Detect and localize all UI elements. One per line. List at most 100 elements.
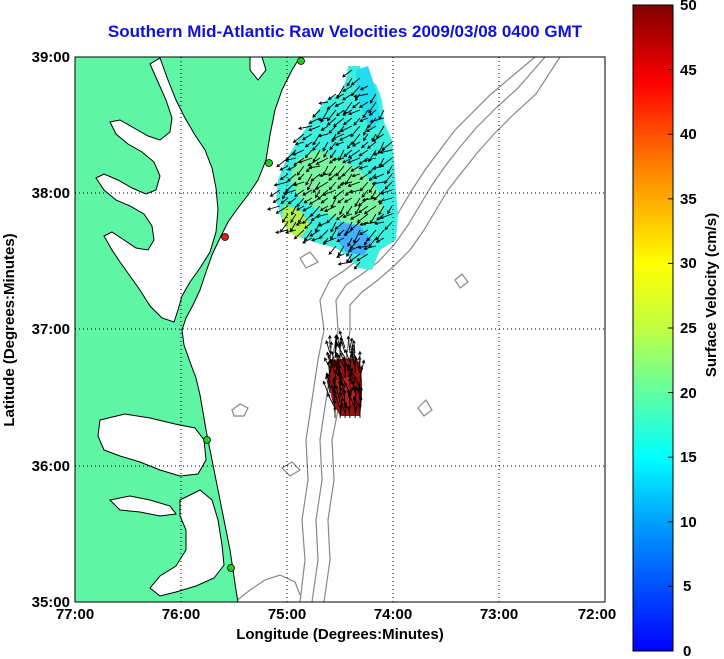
velocity-vector-arrow [327,93,337,100]
velocity-vector-arrow [329,149,337,159]
velocity-vector-arrow [349,213,361,220]
x-tick-label: 75:00 [268,606,306,623]
velocity-vector-arrow [327,392,336,409]
velocity-vector-arrow [346,77,353,87]
velocity-vector-arrow [342,85,353,92]
velocity-vector-arrow [273,181,289,187]
velocity-vector-arrow [328,157,337,164]
velocity-vector-arrow [363,205,377,215]
velocity-vector-arrow [314,221,321,233]
velocity-vector-arrow [351,173,361,178]
velocity-vector-arrow [310,173,321,182]
colorbar-tick-label: 25 [680,320,697,337]
velocity-vector-arrow [360,141,369,149]
velocity-vector-arrow [326,117,337,126]
velocity-vector-arrow [344,189,353,196]
velocity-vector-arrow [358,101,369,108]
velocity-vector-arrow [308,165,321,170]
velocity-vector-arrow [371,181,385,186]
velocity-vector-arrow [368,101,377,114]
velocity-vector-arrow [342,213,353,219]
velocity-vector-arrow [358,165,369,170]
velocity-vector-arrow [348,377,352,389]
velocity-vector-arrow [371,165,385,170]
map-title: Southern Mid-Atlantic Raw Velocities 200… [107,22,583,41]
velocity-vector-arrow [312,109,321,118]
velocity-vector-arrow [328,245,337,256]
velocity-vector-arrow [347,392,356,409]
velocity-vector-arrow [305,173,313,186]
velocity-vector-arrow [350,77,361,86]
velocity-vector-arrow [339,181,353,186]
velocity-vector-arrow [330,221,337,233]
velocity-vector-arrow [358,402,362,419]
velocity-vector-arrow [347,363,356,379]
velocity-vector-arrow [335,165,345,177]
velocity-vector-arrow [363,245,377,251]
colorbar-tick-label: 40 [680,126,697,143]
velocity-vector-arrow [293,157,305,166]
velocity-vector-arrow [305,165,313,173]
velocity-vector-arrow [362,157,377,163]
velocity-vectors-north [266,69,393,270]
velocity-vector-arrow [311,237,321,242]
velocity-vector-arrow [367,117,377,129]
velocity-vector-arrow [354,357,361,374]
velocity-vector-arrow [363,125,369,136]
albemarle-sound [97,413,207,477]
velocity-vector-arrow [303,197,313,204]
y-axis: 39:00 38:00 37:00 36:00 35:00 Latitude (… [1,49,70,611]
velocity-vector-arrow [304,149,313,159]
velocity-vector-arrow [322,237,337,244]
velocity-vector-arrow [335,109,345,117]
velocity-vector-arrow [355,205,361,216]
velocity-vector-arrow [347,245,361,252]
colorbar-label: Surface Velocity (cm/s) [703,213,720,377]
velocity-vector-arrow [339,403,344,419]
colorbar-tick-label: 10 [680,514,697,531]
velocity-vector-arrow [329,141,337,151]
velocity-vector-arrow [362,133,369,142]
velocity-vector-arrow [304,141,313,148]
velocity-vector-arrow [329,359,336,374]
x-tick-label: 74:00 [374,606,412,623]
velocity-vector-arrow [379,213,393,220]
velocity-field-north [276,66,398,270]
velocity-vector-arrow [342,117,353,126]
velocity-vector-arrow [375,237,385,243]
velocity-vector-arrow [323,205,337,212]
velocity-vector-arrow [339,391,346,404]
y-tick-label: 39:00 [32,49,70,66]
velocity-vector-arrow [295,221,305,226]
velocity-vector-arrow [344,403,348,419]
velocity-vector-arrow [337,372,346,389]
velocity-vector-arrow [279,173,289,181]
y-tick-label: 36:00 [32,458,70,475]
velocity-vector-arrow [296,205,305,211]
radar-station-marker [221,233,229,241]
velocity-vector-arrow [337,173,345,180]
colorbar: 50 45 40 35 30 25 20 15 10 5 0 Surface V… [632,0,720,659]
velocity-vector-arrow [372,133,385,142]
velocity-vector-arrow [301,133,313,141]
velocity-vector-arrow [359,386,363,404]
velocity-vector-arrow [325,375,331,394]
velocity-vector-arrow [315,181,329,190]
velocity-vector-arrow [375,229,385,241]
velocity-vector-arrow [335,141,345,146]
velocity-vector-arrow [347,149,361,159]
y-axis-label: Latitude (Degrees:Minutes) [1,233,18,426]
velocity-vector-arrow [279,165,289,171]
velocity-vector-arrow [354,197,361,208]
pamlico-river [108,495,177,517]
velocity-vector-arrow [349,189,361,194]
velocity-vector-arrow [359,365,364,384]
velocity-vector-arrow [298,157,313,164]
x-tick-label: 76:00 [162,606,200,623]
velocity-vector-arrow [366,125,377,132]
velocity-vector-arrow [329,341,334,359]
velocity-vector-arrow [337,125,345,135]
velocity-vector-arrow [337,197,345,204]
velocity-vector-arrow [342,93,353,101]
velocity-vector-arrow [287,165,297,171]
